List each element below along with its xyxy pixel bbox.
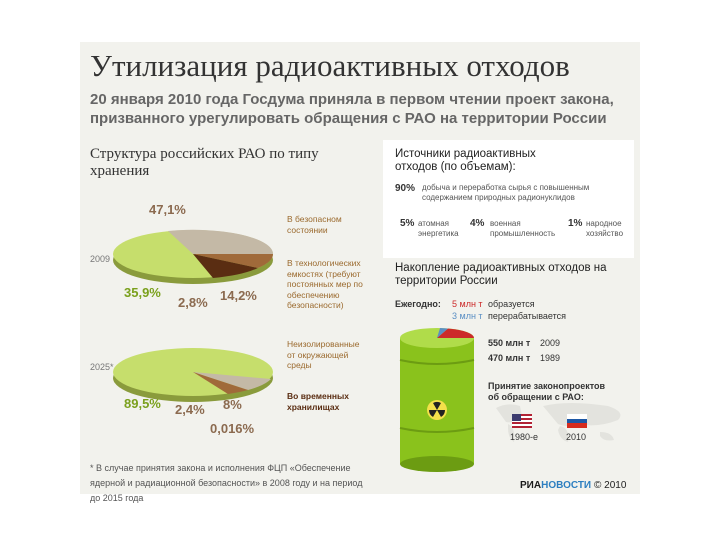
pie-2009-value-d: 14,2% xyxy=(220,288,257,303)
sources-title: Источники радиоактивных отходов (по объе… xyxy=(395,148,536,173)
accum-1-year: 1989 xyxy=(540,353,561,363)
pie-2009-slice-safe xyxy=(168,229,274,254)
legend-safe: В безопасном состоянии xyxy=(287,214,342,235)
sources-box xyxy=(383,140,634,258)
barrel-illustration xyxy=(399,328,475,472)
pie-2025-value-c: 8% xyxy=(223,397,242,412)
processed-value: 3 млн т xyxy=(452,311,483,321)
formed-text: образуется xyxy=(488,299,535,309)
pie-2009-year: 2009 xyxy=(90,254,111,264)
pie-2009 xyxy=(113,229,274,284)
usa-flag-icon xyxy=(512,414,532,428)
source-3-pct: 1% xyxy=(568,218,583,229)
processed-text: перерабатывается xyxy=(488,311,567,321)
footnote: * В случае принятия закона и исполнения … xyxy=(90,463,363,503)
barrel-lid-blue xyxy=(437,328,448,338)
source-0-pct: 90% xyxy=(395,183,416,194)
legend-tech: В технологических емкостях (требуют пост… xyxy=(287,258,363,310)
accumulation-title: Накопление радиоактивных отходов на терр… xyxy=(395,262,607,287)
pie-2009-value-c: 2,8% xyxy=(178,295,208,310)
accum-0-year: 2009 xyxy=(540,338,561,348)
copyright: © 2010 xyxy=(594,480,627,491)
source-1-text: атомная энергетика xyxy=(418,219,459,238)
law-usa-year: 1980-е xyxy=(510,432,539,442)
pie-2025-value-a: 89,5% xyxy=(124,396,161,411)
pie-2009-value-a: 47,1% xyxy=(149,202,186,217)
pie-2025-slice-tech xyxy=(193,372,248,394)
pie-2025-slice-isolated xyxy=(193,372,271,390)
accum-1-value: 470 млн т xyxy=(488,353,531,363)
source-0-text: добыча и переработка сырья с повышенным … xyxy=(422,183,590,202)
pie-2009-value-b: 35,9% xyxy=(124,285,161,300)
page-title: Утилизация радиоактивных отходов xyxy=(90,48,570,83)
source-2-pct: 4% xyxy=(470,218,485,229)
barrel-bottom xyxy=(400,456,474,472)
pie-2025-value-d: 0,016% xyxy=(210,421,255,436)
legend-isolated: Неизолированные от окружающей среды xyxy=(287,339,360,370)
laws-title: Принятие законопроектов об обращении с Р… xyxy=(488,381,606,402)
source-2-text: военная промышленность xyxy=(490,219,556,238)
source-1-pct: 5% xyxy=(400,218,415,229)
pie-2009-slice-tech xyxy=(193,254,273,268)
pie-2009-slice-temp xyxy=(193,254,258,278)
pie-2025 xyxy=(113,348,273,402)
brand-logo: РИАНОВОСТИ xyxy=(520,480,592,491)
pie-2025-year: 2025* xyxy=(90,362,114,372)
yearly-label: Ежегодно: xyxy=(395,299,441,309)
law-russia-year: 2010 xyxy=(566,432,587,442)
legend-temp: Во временных хранилищах xyxy=(287,391,349,412)
structure-title: Структура российских РАО по типу хранени… xyxy=(90,146,319,179)
barrel-lid-red xyxy=(437,328,474,338)
page-subtitle: 20 января 2010 года Госдума приняла в пе… xyxy=(90,91,614,127)
formed-value: 5 млн т xyxy=(452,299,483,309)
accum-0-value: 550 млн т xyxy=(488,338,531,348)
source-3-text: народное хозяйство xyxy=(586,219,624,238)
russia-flag-icon xyxy=(567,414,587,428)
pie-2025-value-b: 2,4% xyxy=(175,402,205,417)
